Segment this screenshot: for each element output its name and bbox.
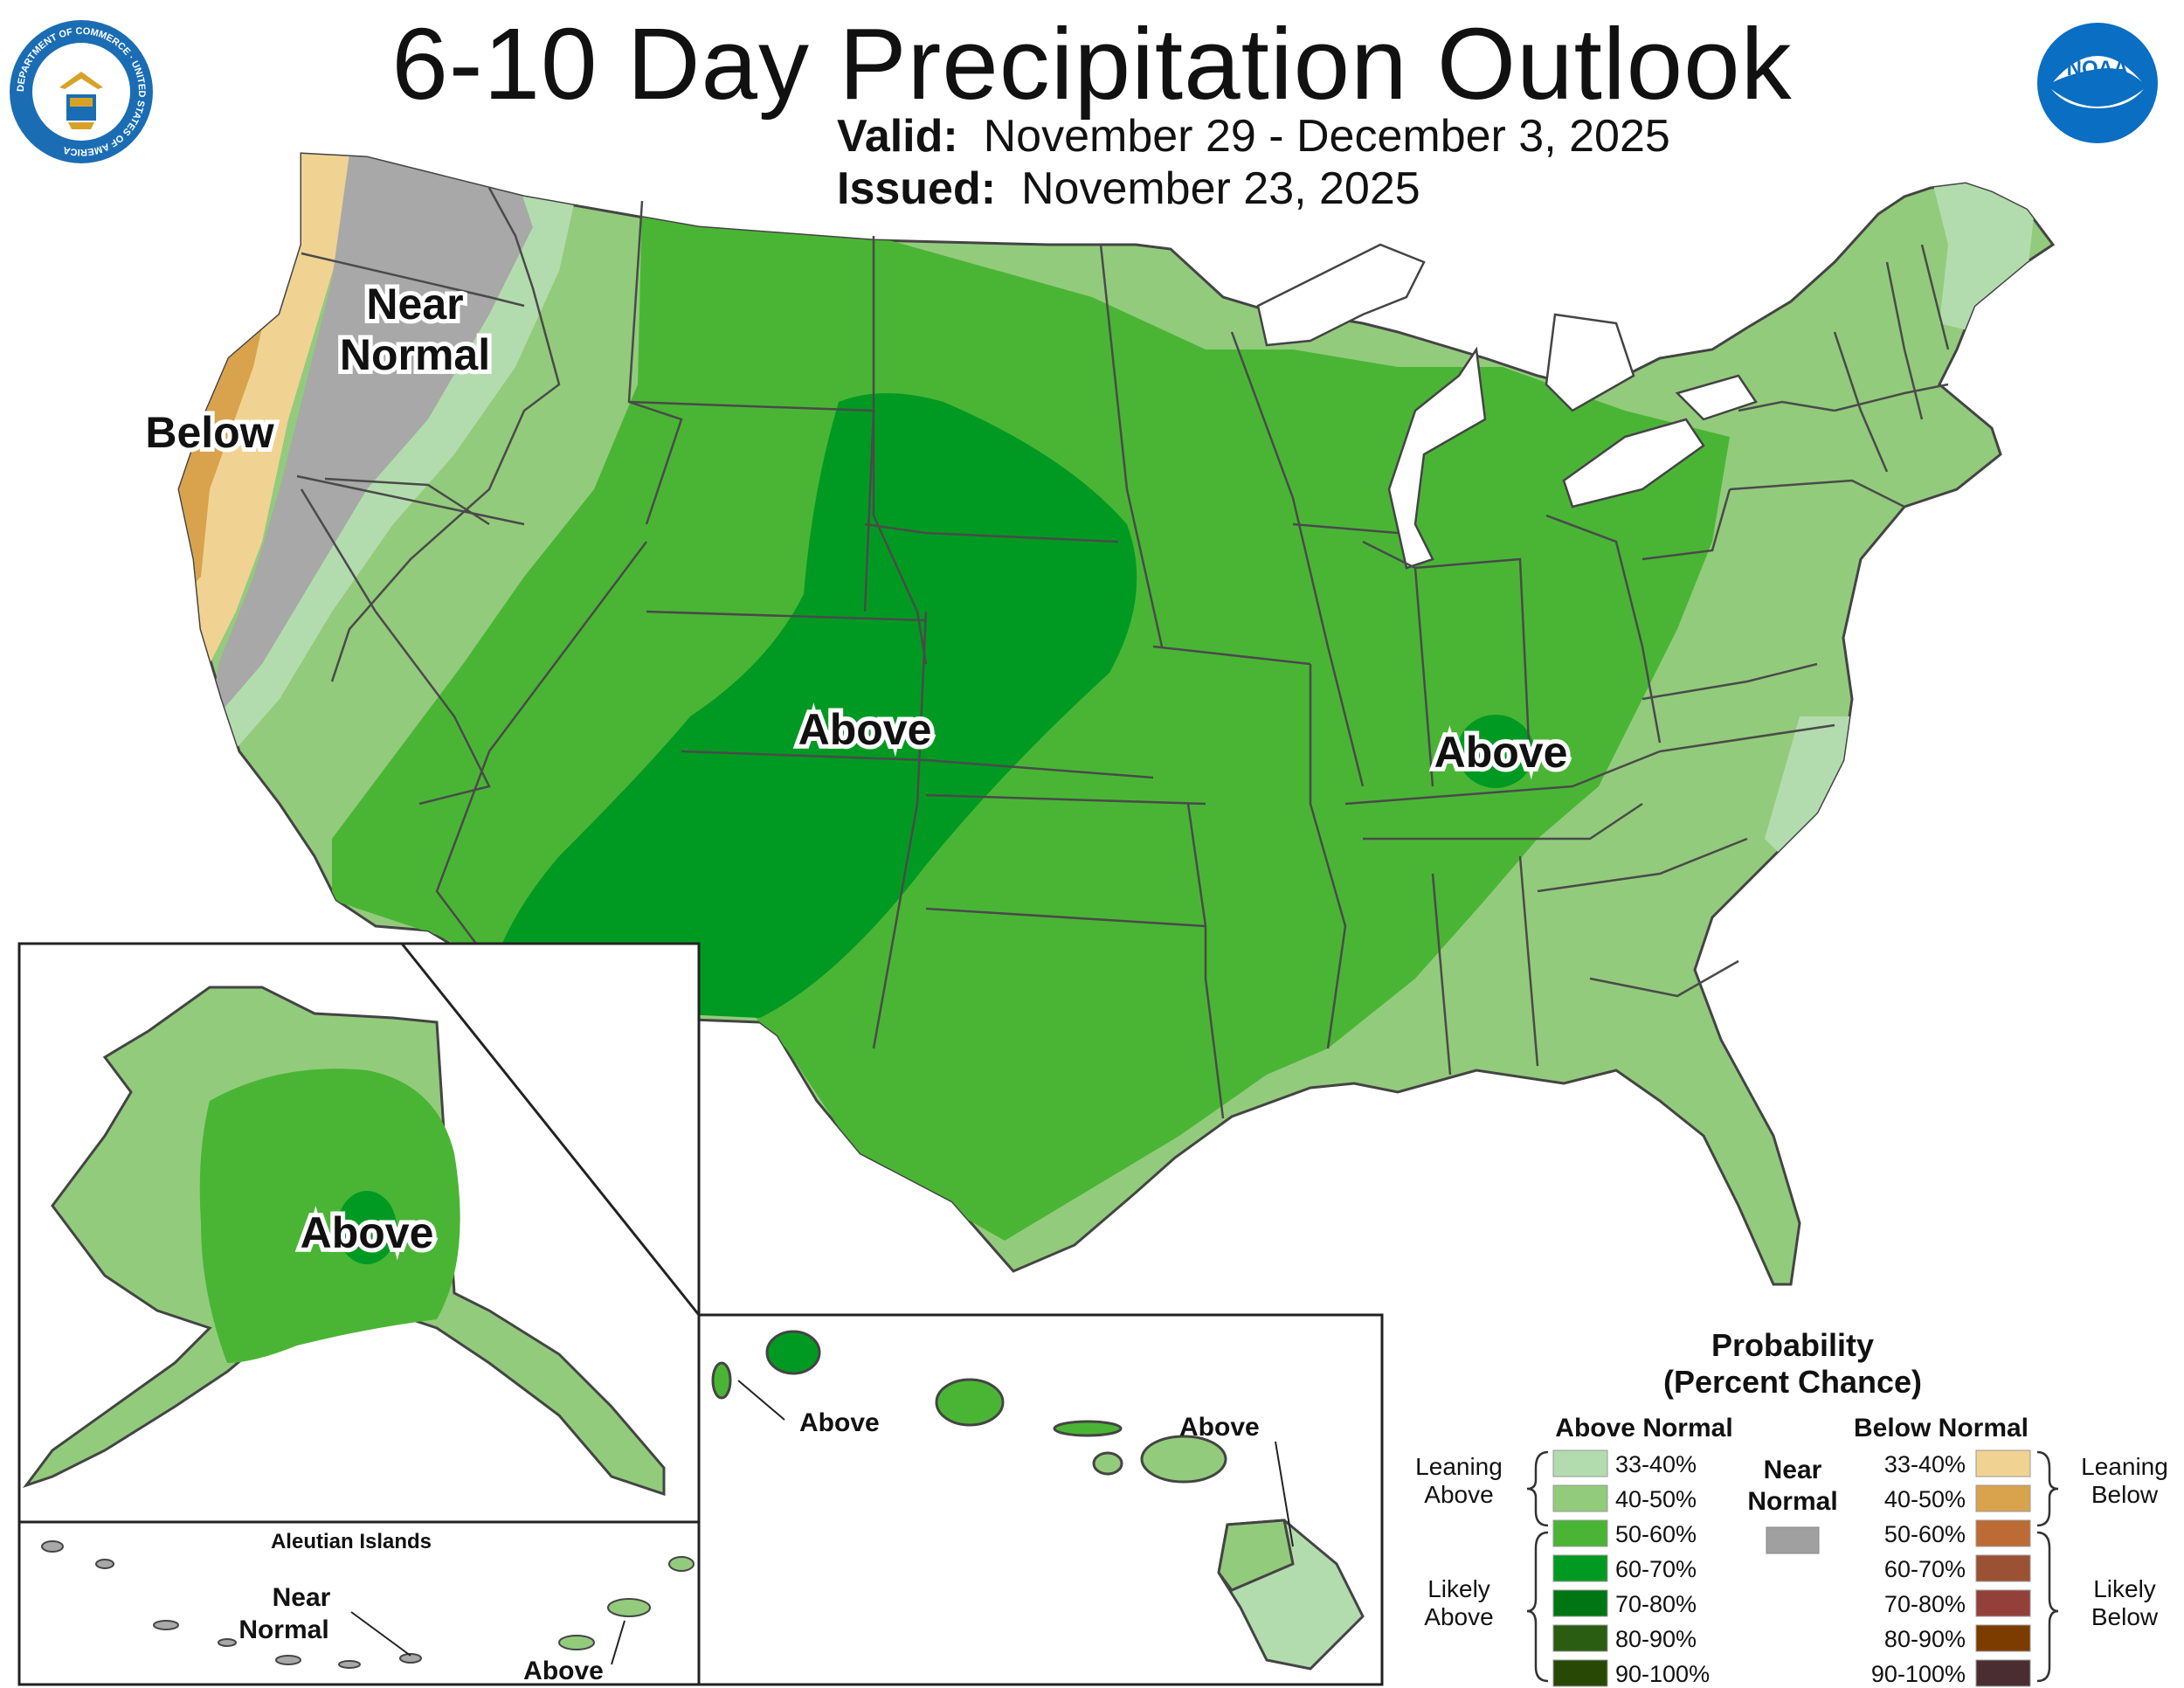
aleutian-near-label-line2: Normal bbox=[238, 1615, 328, 1644]
probability-contours bbox=[179, 154, 2035, 1241]
legend-above-swatch-1 bbox=[1552, 1484, 1608, 1512]
aleutian-title: Aleutian Islands bbox=[271, 1530, 432, 1553]
legend-above-rows: 33-40% 40-50% 50-60% 60-70% 70-80% 80-90% 90-1… bbox=[1552, 1449, 1710, 1687]
inset-labels: Above Above Aleutian Islands Near Normal… bbox=[238, 1408, 1259, 1685]
legend-above-swatch-3 bbox=[1552, 1554, 1608, 1582]
legend-near-header-line2: Normal bbox=[1747, 1487, 1837, 1516]
below-label: Below bbox=[145, 408, 273, 457]
page-title: 6-10 Day Precipitation Outlook bbox=[391, 7, 1793, 121]
legend-below-range-2: 50-60% bbox=[1884, 1521, 1966, 1547]
issued-line: Issued: November 23, 2025 bbox=[837, 163, 1420, 215]
above-33-40-band-east bbox=[1765, 716, 1861, 874]
hawaii-kauai-above-label: Above bbox=[799, 1408, 880, 1437]
near-normal-region bbox=[210, 154, 533, 725]
legend-near-header-line1: Near bbox=[1764, 1456, 1822, 1484]
issued-value: November 23, 2025 bbox=[1020, 163, 1420, 214]
legend-below-swatch-5 bbox=[1975, 1624, 2031, 1652]
valid-value: November 29 - December 3, 2025 bbox=[983, 111, 1670, 162]
legend-above-swatch-0 bbox=[1552, 1449, 1608, 1477]
above-ohio-label: Above bbox=[1434, 728, 1568, 777]
legend-above-swatch-4 bbox=[1552, 1589, 1608, 1617]
legend-above-range-2: 50-60% bbox=[1615, 1521, 1697, 1547]
aleutian-inset-frame bbox=[17, 1520, 701, 1686]
below-33-40-region bbox=[179, 154, 349, 681]
legend-above-range-6: 90-100% bbox=[1615, 1661, 1710, 1687]
above-33-40-band-west bbox=[210, 175, 577, 769]
legend-leaning-below-line2: Below bbox=[2091, 1481, 2159, 1508]
legend-leaning-above-line1: Leaning bbox=[1415, 1453, 1503, 1480]
legend-above-range-4: 70-80% bbox=[1615, 1591, 1697, 1617]
above-alaska-label: Above bbox=[301, 1208, 434, 1257]
aleutian-near-label-line1: Near bbox=[273, 1583, 331, 1612]
legend-title-line1: Probability bbox=[1711, 1327, 1874, 1363]
valid-label: Valid: bbox=[837, 111, 958, 162]
aleutian-above-islands bbox=[558, 1556, 695, 1650]
legend-leaning-below-line1: Leaning bbox=[2081, 1453, 2168, 1480]
legend-below-swatch-2 bbox=[1975, 1519, 2031, 1547]
valid-line: Valid: November 29 - December 3, 2025 bbox=[837, 110, 1670, 163]
legend-likely-above-line1: Likely bbox=[1427, 1575, 1490, 1602]
legend-below-swatch-6 bbox=[1975, 1659, 2031, 1687]
issued-label: Issued: bbox=[837, 163, 997, 214]
aleutian-islands-shapes bbox=[41, 1540, 422, 1669]
legend-above-swatch-2 bbox=[1552, 1519, 1608, 1547]
alaska-above-50-60 bbox=[199, 1069, 460, 1363]
legend-below-range-1: 40-50% bbox=[1884, 1486, 1966, 1512]
noaa-logo-icon: NOAA bbox=[2037, 23, 2158, 143]
legend-above-range-0: 33-40% bbox=[1615, 1451, 1697, 1477]
legend-likely-below-line2: Below bbox=[2091, 1603, 2159, 1630]
hawaii-islands bbox=[711, 1330, 1365, 1671]
legend-leaning-above-line2: Above bbox=[1424, 1481, 1493, 1508]
state-boundaries bbox=[296, 187, 1950, 1119]
svg-text:NOAA: NOAA bbox=[2067, 57, 2129, 80]
legend-above-range-3: 60-70% bbox=[1615, 1556, 1697, 1582]
legend-below-rows: 33-40% 40-50% 50-60% 60-70% 70-80% 80-90% 90-1… bbox=[1871, 1449, 2031, 1687]
near-normal-label-line2: Normal bbox=[340, 330, 490, 379]
legend: Probability (Percent Chance) Above Norma… bbox=[1415, 1327, 2168, 1687]
legend-below-swatch-3 bbox=[1975, 1554, 2031, 1582]
aleutian-above-label: Above bbox=[523, 1657, 604, 1685]
legend-below-header: Below Normal bbox=[1854, 1414, 2028, 1442]
legend-below-swatch-1 bbox=[1975, 1484, 2031, 1512]
above-60-70-region bbox=[489, 393, 1137, 1018]
legend-below-range-5: 80-90% bbox=[1884, 1626, 1966, 1652]
legend-above-swatch-6 bbox=[1552, 1659, 1608, 1687]
hawaii-big-above-label: Above bbox=[1179, 1413, 1260, 1442]
above-60-70-ohio-pocket bbox=[1457, 715, 1534, 788]
legend-above-header: Above Normal bbox=[1555, 1414, 1732, 1442]
legend-below-range-4: 70-80% bbox=[1884, 1591, 1966, 1617]
legend-below-range-3: 60-70% bbox=[1884, 1556, 1966, 1582]
alaska-above-60-70-pocket bbox=[337, 1191, 397, 1264]
legend-likely-below-line1: Likely bbox=[2093, 1575, 2156, 1602]
above-plains-label: Above bbox=[798, 705, 932, 754]
legend-below-range-0: 33-40% bbox=[1884, 1451, 1966, 1477]
legend-below-range-6: 90-100% bbox=[1871, 1661, 1966, 1687]
legend-likely-above-line2: Above bbox=[1424, 1603, 1493, 1630]
legend-above-range-1: 40-50% bbox=[1615, 1486, 1697, 1512]
legend-below-swatch-0 bbox=[1975, 1449, 2031, 1477]
legend-braces bbox=[1526, 1450, 2059, 1683]
great-lakes bbox=[1256, 243, 1758, 570]
legend-above-range-5: 80-90% bbox=[1615, 1626, 1697, 1652]
near-normal-label-line1: Near bbox=[366, 280, 463, 329]
map-labels: Near Normal Below Above Above Above bbox=[141, 275, 1572, 1262]
department-of-commerce-seal-icon: DEPARTMENT OF COMMERCE · UNITED STATES O… bbox=[10, 20, 153, 163]
legend-below-swatch-4 bbox=[1975, 1589, 2031, 1617]
legend-near-swatch bbox=[1766, 1526, 1820, 1554]
legend-above-swatch-5 bbox=[1552, 1624, 1608, 1652]
legend-title-line2: (Percent Chance) bbox=[1663, 1364, 1922, 1400]
